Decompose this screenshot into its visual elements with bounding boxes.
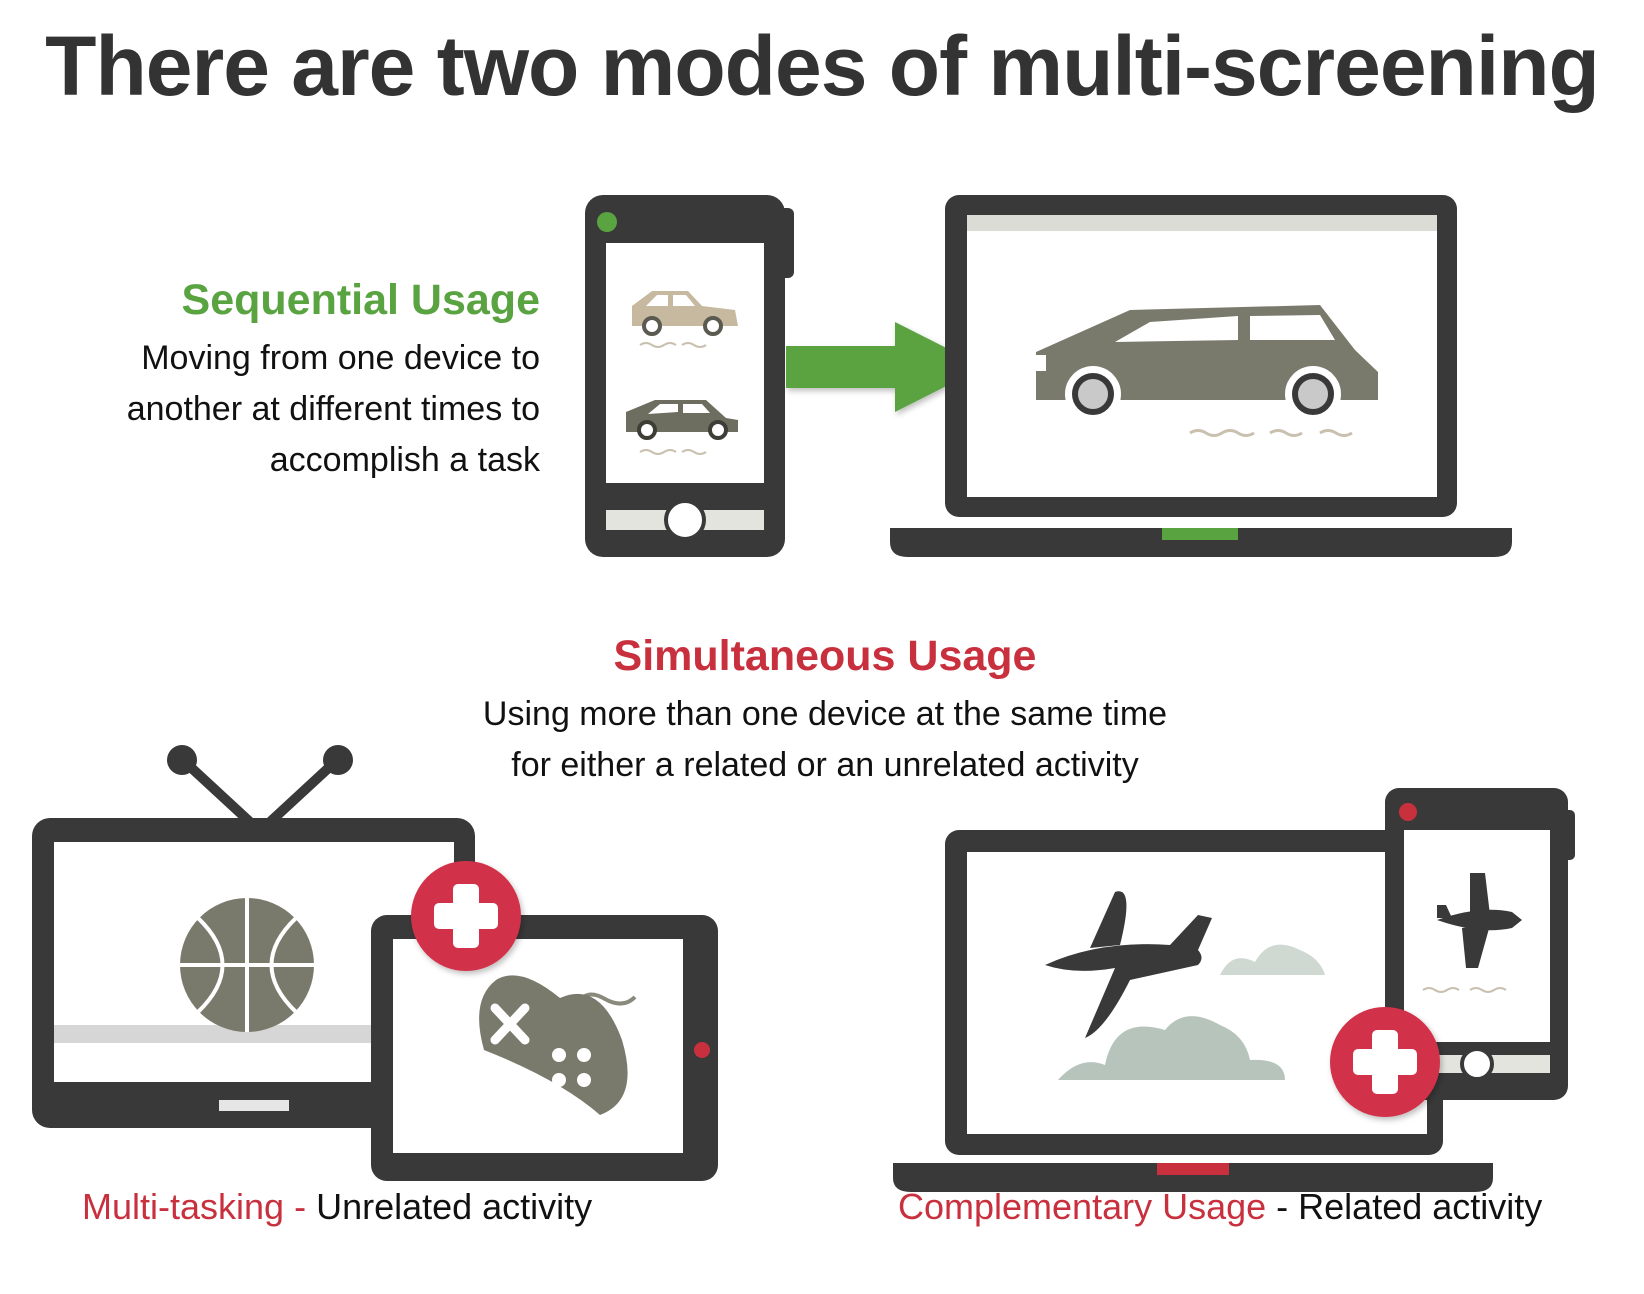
arrow-right-icon <box>786 322 984 412</box>
laptop-icon <box>890 195 1512 557</box>
sequential-usage-heading: Sequential Usage <box>181 276 540 324</box>
page-title: There are two modes of multi-screening <box>45 19 1600 113</box>
cloud-icon <box>1058 944 1325 1080</box>
airplane-icon <box>1437 873 1522 968</box>
sequential-line: accomplish a task <box>269 441 540 479</box>
gamepad-icon <box>479 975 637 1115</box>
complementary-caption: Complementary Usage - Related activity <box>898 1186 1542 1228</box>
sequential-usage-description: Moving from one device to another at dif… <box>20 333 540 486</box>
simultaneous-usage-block: Simultaneous Usage Using more than one d… <box>330 632 1320 791</box>
basketball-icon <box>180 898 314 1032</box>
tv-icon <box>32 745 475 1128</box>
multitasking-label: Multi-tasking - <box>82 1186 307 1227</box>
sequential-usage-block: Sequential Usage Moving from one device … <box>20 276 540 486</box>
car-icon <box>626 400 738 455</box>
complementary-desc: - Related activity <box>1266 1186 1543 1227</box>
phone-icon <box>585 195 794 557</box>
simultaneous-usage-heading: Simultaneous Usage <box>613 632 1037 680</box>
laptop-icon <box>893 830 1493 1192</box>
phone-icon <box>1385 788 1575 1100</box>
simultaneous-line: for either a related or an unrelated act… <box>511 746 1139 784</box>
complementary-label: Complementary Usage <box>898 1186 1267 1227</box>
simultaneous-line: Using more than one device at the same t… <box>482 695 1168 733</box>
airplane-icon <box>1045 891 1212 1038</box>
multitasking-desc: Unrelated activity <box>306 1186 593 1227</box>
multitasking-caption: Multi-tasking - Unrelated activity <box>82 1186 592 1228</box>
plus-icon <box>411 861 521 971</box>
car-icon <box>632 291 738 348</box>
sequential-line: another at different times to <box>126 390 540 428</box>
sequential-line: Moving from one device to <box>141 339 540 377</box>
simultaneous-usage-description: Using more than one device at the same t… <box>330 689 1320 791</box>
car-icon <box>1036 305 1378 437</box>
tablet-icon <box>371 915 718 1181</box>
plus-icon <box>1330 1007 1440 1117</box>
